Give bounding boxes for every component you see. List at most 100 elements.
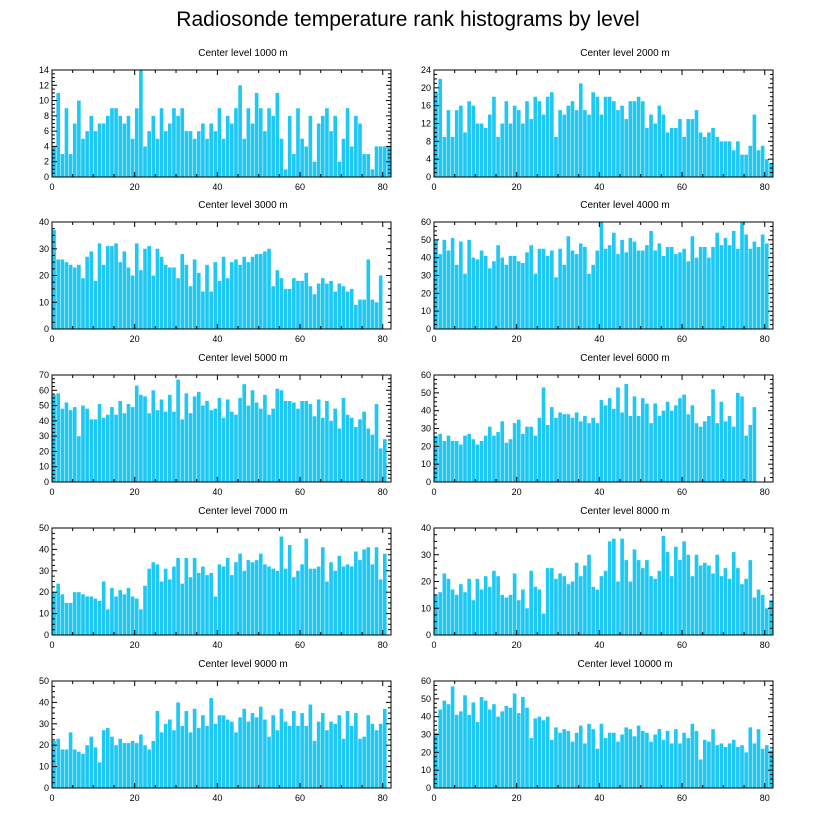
panel-title: Center level 3000 m [198,200,288,211]
histogram-bar [483,127,488,177]
y-tick-label: 8 [44,111,49,121]
histogram-bar [60,259,65,329]
histogram-svg: 0 20 40 60 80 0 10 20 30 40 [39,217,392,344]
histogram-bar [378,579,383,635]
histogram-bar [636,416,641,482]
histogram-bar [201,405,205,482]
histogram-bar [316,566,321,635]
histogram-bar [271,715,275,788]
histogram-bar [370,723,375,788]
histogram-bar [329,420,333,482]
histogram-bar [492,570,496,635]
histogram-bar [126,115,131,177]
histogram-bar [504,705,509,788]
histogram-bar [168,394,172,482]
histogram-bar [566,584,571,635]
histogram-bar [752,114,757,177]
histogram-bar [172,730,176,788]
histogram-bar [114,745,118,788]
histogram-bar [196,572,201,635]
histogram-bar [320,278,325,329]
x-tick-label: 0 [431,182,436,192]
histogram-bar [151,562,156,635]
histogram-bar [719,743,724,788]
histogram-bar [296,570,300,635]
histogram-bar [752,743,757,788]
histogram-bar [483,700,488,788]
histogram-bar [312,416,317,482]
y-tick-label: 0 [44,783,49,793]
histogram-bar [620,412,624,482]
x-tick-label: 60 [677,487,687,497]
histogram-bar [583,416,587,482]
histogram-bar [471,600,476,635]
histogram-panel-8: Center level 8000 m 0 20 40 60 80 0 10 20 30 40 [421,506,816,656]
y-tick-label: 14 [39,65,49,75]
histogram-bar [283,288,288,330]
histogram-bar [438,433,443,482]
histogram-bar [114,596,118,635]
histogram-bar [81,594,85,635]
histogram-bar [446,435,451,482]
histogram-bar [471,439,476,482]
histogram-bar [366,715,371,788]
histogram-bar [574,562,579,635]
histogram-bar [583,565,587,635]
histogram-bar [612,538,616,635]
histogram-bar [529,738,533,788]
histogram-bar [139,394,143,482]
histogram-bar [230,411,234,482]
panel-title: Center level 1000 m [198,48,288,59]
histogram-bar [690,723,695,788]
histogram-bar [159,581,164,635]
histogram-bar [362,736,366,788]
histogram-bar [337,555,342,635]
histogram-bar [155,410,160,482]
histogram-bar [358,419,362,482]
histogram-bar [325,730,329,788]
histogram-bar [492,435,496,482]
histogram-bar [205,264,209,329]
histogram-bar [541,114,546,177]
histogram-bar [52,394,56,482]
histogram-bar [756,150,761,177]
histogram-bar [541,248,546,329]
histogram-bar [292,278,296,329]
histogram-bar [769,750,773,788]
histogram-bar [657,243,662,329]
x-tick-label: 60 [677,640,687,650]
x-tick-label: 60 [295,334,305,344]
x-tick-label: 20 [130,487,140,497]
histogram-bar [636,96,641,177]
histogram-bar [450,440,455,482]
histogram-bar [487,709,492,788]
histogram-bar [89,596,94,635]
histogram-bar [756,729,761,788]
histogram-bar [275,730,280,788]
histogram-bar [279,708,284,788]
histogram-bar [525,252,529,329]
histogram-bar [56,259,61,329]
histogram-bar [287,288,292,330]
histogram-bar [366,259,371,329]
histogram-bar [163,264,168,329]
histogram-bar [636,725,641,788]
histogram-bar [176,278,180,329]
histogram-bar [442,136,447,178]
y-tick-label: 10 [421,765,431,775]
histogram-bar [550,92,554,177]
y-tick-label: 2 [44,157,49,167]
histogram-bar [308,115,313,177]
histogram-bar [678,743,682,788]
histogram-bar [234,108,238,177]
histogram-bar [723,421,728,482]
histogram-bar [475,722,480,788]
histogram-bar [653,250,657,329]
histogram-bar [492,96,496,177]
histogram-bar [628,581,633,635]
histogram-bar [665,730,670,788]
histogram-bar [744,435,748,482]
histogram-bar [607,398,612,482]
histogram-bar [155,248,160,329]
histogram-panel-10: Center level 10000 m 0 20 40 60 80 0 10 20 30 40 50… [421,659,816,809]
